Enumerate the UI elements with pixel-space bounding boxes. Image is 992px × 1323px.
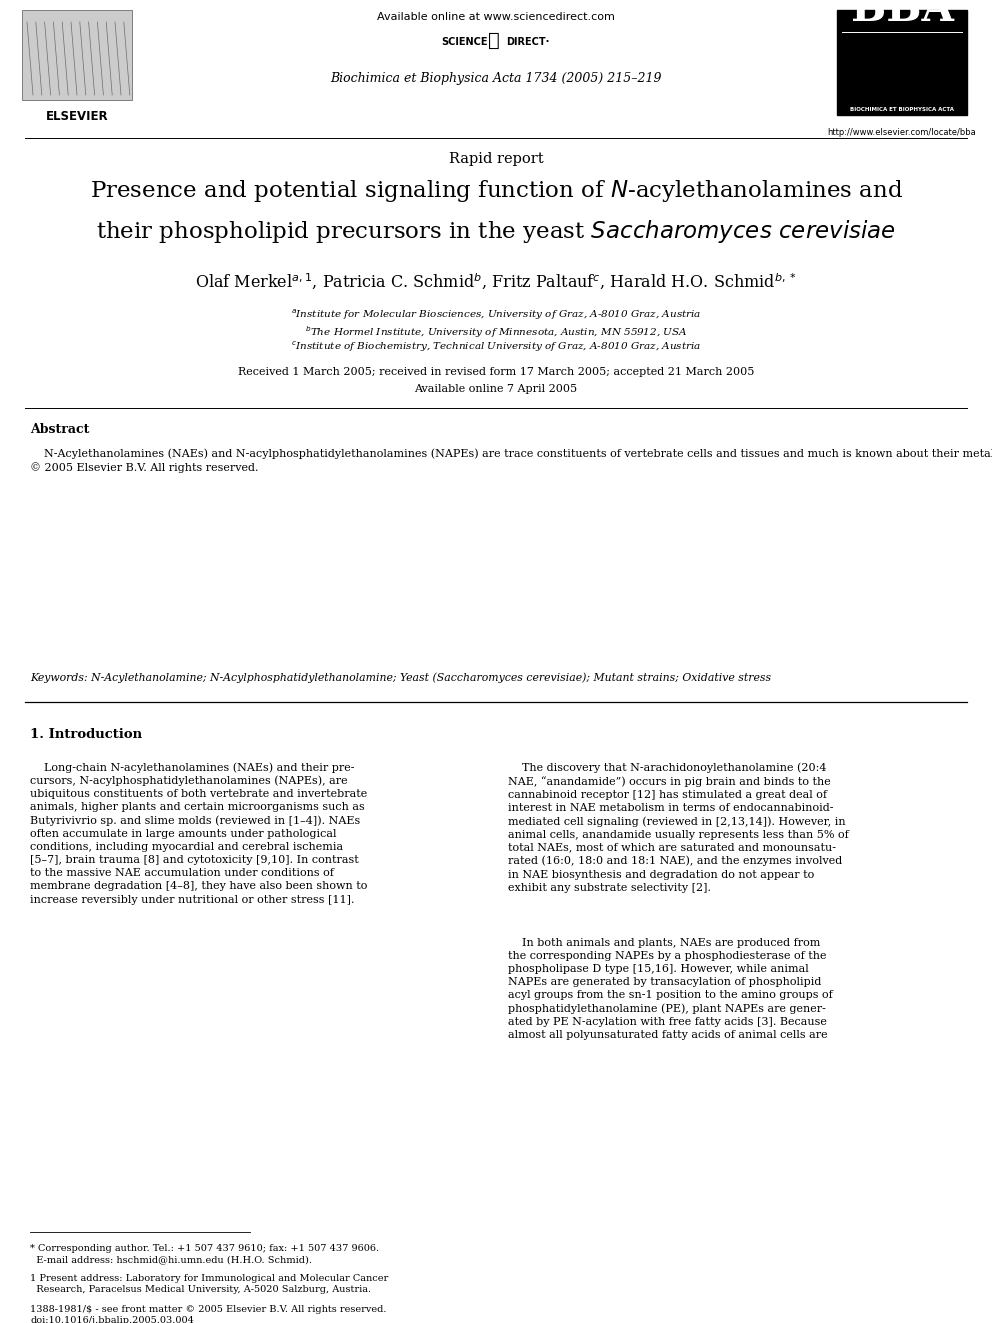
Text: The discovery that N-arachidonoylethanolamine (20:4
NAE, “anandamide”) occurs in: The discovery that N-arachidonoylethanol… (508, 762, 849, 893)
Text: $^{a}$Institute for Molecular Biosciences, University of Graz, A-8010 Graz, Aust: $^{a}$Institute for Molecular Bioscience… (291, 308, 701, 323)
Text: ELSEVIER: ELSEVIER (46, 110, 108, 123)
Text: * Corresponding author. Tel.: +1 507 437 9610; fax: +1 507 437 9606.
  E-mail ad: * Corresponding author. Tel.: +1 507 437… (30, 1244, 379, 1263)
Text: http://www.elsevier.com/locate/bba: http://www.elsevier.com/locate/bba (827, 128, 976, 138)
Text: BIOCHIMICA ET BIOPHYSICA ACTA: BIOCHIMICA ET BIOPHYSICA ACTA (850, 107, 954, 112)
Text: Available online 7 April 2005: Available online 7 April 2005 (415, 384, 577, 394)
Text: $^{b}$The Hormel Institute, University of Minnesota, Austin, MN 55912, USA: $^{b}$The Hormel Institute, University o… (305, 324, 687, 340)
Text: SCIENCE: SCIENCE (441, 37, 488, 48)
Text: DIRECT·: DIRECT· (506, 37, 550, 48)
Text: Biochimica et Biophysica Acta 1734 (2005) 215–219: Biochimica et Biophysica Acta 1734 (2005… (330, 71, 662, 85)
Text: Keywords: N-Acylethanolamine; N-Acylphosphatidylethanolamine; Yeast (Saccharomyc: Keywords: N-Acylethanolamine; N-Acylphos… (30, 672, 771, 683)
Text: 1 Present address: Laboratory for Immunological and Molecular Cancer
  Research,: 1 Present address: Laboratory for Immuno… (30, 1274, 388, 1294)
Text: Received 1 March 2005; received in revised form 17 March 2005; accepted 21 March: Received 1 March 2005; received in revis… (238, 366, 754, 377)
Text: 1388-1981/$ - see front matter © 2005 Elsevier B.V. All rights reserved.
doi:10.: 1388-1981/$ - see front matter © 2005 El… (30, 1304, 387, 1323)
Text: ⓐ: ⓐ (488, 30, 500, 49)
Text: Olaf Merkel$^{a,1}$, Patricia C. Schmid$^{b}$, Fritz Paltauf$^{c}$, Harald H.O. : Olaf Merkel$^{a,1}$, Patricia C. Schmid$… (195, 273, 797, 292)
Text: Long-chain N-acylethanolamines (NAEs) and their pre-
cursors, N-acylphosphatidyl: Long-chain N-acylethanolamines (NAEs) an… (30, 762, 367, 905)
FancyBboxPatch shape (22, 11, 132, 101)
Text: $^{c}$Institute of Biochemistry, Technical University of Graz, A-8010 Graz, Aust: $^{c}$Institute of Biochemistry, Technic… (291, 340, 701, 355)
Text: 1. Introduction: 1. Introduction (30, 728, 142, 741)
Text: Abstract: Abstract (30, 423, 89, 437)
Text: Rapid report: Rapid report (448, 152, 544, 165)
Text: Presence and potential signaling function of $N$-acylethanolamines and: Presence and potential signaling functio… (89, 179, 903, 204)
Text: Available online at www.sciencedirect.com: Available online at www.sciencedirect.co… (377, 12, 615, 22)
Text: BBA: BBA (850, 0, 953, 30)
Text: In both animals and plants, NAEs are produced from
the corresponding NAPEs by a : In both animals and plants, NAEs are pro… (508, 938, 832, 1040)
FancyBboxPatch shape (837, 11, 967, 115)
Text: N-Acylethanolamines (NAEs) and N-acylphosphatidylethanolamines (NAPEs) are trace: N-Acylethanolamines (NAEs) and N-acylpho… (30, 448, 992, 472)
Text: their phospholipid precursors in the yeast $\mathit{Saccharomyces\ cerevisiae}$: their phospholipid precursors in the yea… (96, 218, 896, 245)
